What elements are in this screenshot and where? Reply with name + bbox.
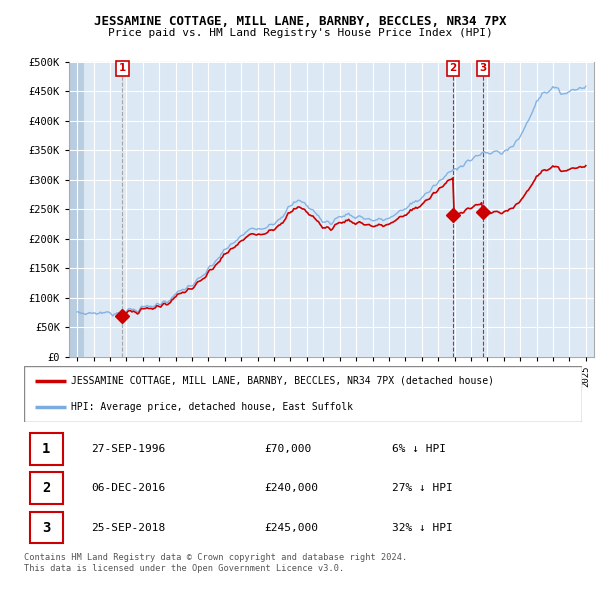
Text: 1: 1 [119,64,126,73]
Text: 3: 3 [479,64,487,73]
Text: 06-DEC-2016: 06-DEC-2016 [91,483,165,493]
Text: JESSAMINE COTTAGE, MILL LANE, BARNBY, BECCLES, NR34 7PX: JESSAMINE COTTAGE, MILL LANE, BARNBY, BE… [94,15,506,28]
Text: 1: 1 [42,442,50,456]
Text: 6% ↓ HPI: 6% ↓ HPI [392,444,446,454]
Bar [29,512,63,543]
Text: £245,000: £245,000 [264,523,318,533]
Text: Price paid vs. HM Land Registry's House Price Index (HPI): Price paid vs. HM Land Registry's House … [107,28,493,38]
Text: 2: 2 [449,64,457,73]
Text: £240,000: £240,000 [264,483,318,493]
Bar [29,433,63,465]
Text: HPI: Average price, detached house, East Suffolk: HPI: Average price, detached house, East… [71,402,353,412]
Text: Contains HM Land Registry data © Crown copyright and database right 2024.
This d: Contains HM Land Registry data © Crown c… [24,553,407,573]
Bar [29,473,63,504]
Text: 27% ↓ HPI: 27% ↓ HPI [392,483,453,493]
Text: 27-SEP-1996: 27-SEP-1996 [91,444,165,454]
Text: 32% ↓ HPI: 32% ↓ HPI [392,523,453,533]
Text: JESSAMINE COTTAGE, MILL LANE, BARNBY, BECCLES, NR34 7PX (detached house): JESSAMINE COTTAGE, MILL LANE, BARNBY, BE… [71,376,494,386]
Text: 2: 2 [42,481,50,495]
Text: 3: 3 [42,520,50,535]
Text: 25-SEP-2018: 25-SEP-2018 [91,523,165,533]
Text: £70,000: £70,000 [264,444,311,454]
